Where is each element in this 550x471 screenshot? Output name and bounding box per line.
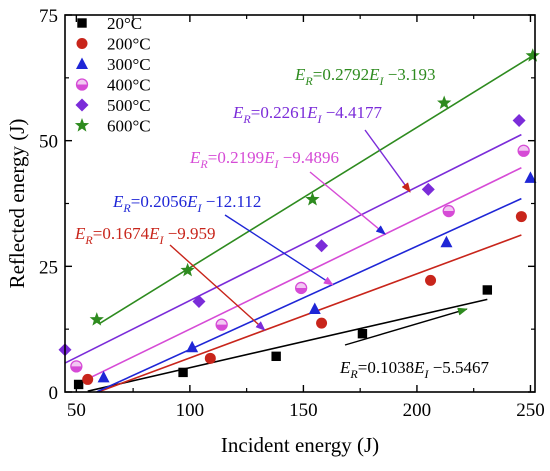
data-point bbox=[89, 312, 104, 326]
x-tick-label: 250 bbox=[516, 400, 545, 421]
fit-line-400°C bbox=[76, 167, 522, 386]
data-point bbox=[305, 191, 320, 206]
data-point bbox=[515, 211, 527, 223]
data-point bbox=[524, 171, 537, 183]
x-axis-label: Incident energy (J) bbox=[221, 433, 379, 457]
y-tick-label: 50 bbox=[39, 132, 58, 153]
legend-marker bbox=[75, 98, 89, 112]
data-point bbox=[73, 379, 84, 390]
data-point bbox=[97, 370, 110, 383]
y-tick-label: 75 bbox=[39, 6, 58, 27]
data-point bbox=[315, 239, 329, 253]
data-point bbox=[215, 318, 228, 331]
fit-equation-400°C: ER=0.2199EI −9.4896 bbox=[189, 148, 339, 171]
data-point bbox=[421, 182, 435, 196]
fit-equation-20°C: ER=0.1038EI −5.5467 bbox=[339, 358, 490, 381]
legend-marker bbox=[76, 57, 88, 69]
legend-marker bbox=[75, 78, 89, 91]
data-points bbox=[58, 48, 540, 390]
annotation-arrow bbox=[309, 171, 386, 235]
data-point bbox=[437, 95, 452, 110]
data-point bbox=[178, 367, 188, 378]
data-point bbox=[357, 328, 368, 339]
data-point bbox=[425, 274, 437, 286]
legend-label: 600°C bbox=[107, 117, 151, 136]
data-point bbox=[271, 351, 281, 362]
fit-equation-200°C: ER=0.1674EI −9.959 bbox=[74, 224, 216, 247]
y-axis-label: Reflected energy (J) bbox=[5, 119, 29, 289]
data-point bbox=[316, 317, 328, 329]
legend-label: 500°C bbox=[107, 96, 151, 115]
fit-lines bbox=[64, 55, 534, 393]
data-point bbox=[192, 295, 206, 309]
fit-line-500°C bbox=[64, 133, 522, 364]
annotation-arrow bbox=[364, 129, 411, 193]
x-tick-label: 200 bbox=[403, 400, 432, 421]
legend-marker bbox=[77, 18, 87, 28]
fit-line-600°C bbox=[98, 55, 534, 325]
fit-equation-300°C: ER=0.2056EI −12.112 bbox=[112, 192, 261, 215]
fit-line-20°C bbox=[87, 298, 488, 392]
data-point bbox=[180, 262, 195, 277]
legend-label: 20°C bbox=[107, 14, 142, 33]
data-point bbox=[525, 48, 540, 62]
equation-annotations: ER=0.2792EI −3.193 ER=0.2261EI −4.4177 ER=… bbox=[74, 65, 490, 381]
fit-equation-500°C: ER=0.2261EI −4.4177 bbox=[232, 103, 383, 126]
legend-label: 200°C bbox=[107, 35, 151, 54]
data-point bbox=[204, 352, 216, 364]
data-point bbox=[442, 204, 455, 218]
annotation-arrow bbox=[169, 244, 266, 331]
data-point bbox=[186, 340, 199, 353]
axes: 50 100 150 200 250 0 25 50 75 bbox=[39, 6, 545, 421]
data-point bbox=[70, 360, 83, 373]
legend-label: 400°C bbox=[107, 76, 151, 95]
x-tick-label: 150 bbox=[289, 400, 318, 421]
data-point bbox=[82, 373, 94, 385]
x-tick-label: 100 bbox=[176, 400, 205, 421]
data-point bbox=[308, 302, 321, 315]
data-point bbox=[517, 144, 530, 157]
legend-label: 300°C bbox=[107, 55, 151, 74]
annotation-arrow bbox=[224, 214, 334, 286]
data-point bbox=[440, 235, 453, 248]
data-point bbox=[512, 114, 526, 128]
fit-equation-600°C: ER=0.2792EI −3.193 bbox=[294, 65, 436, 88]
data-point bbox=[294, 281, 308, 295]
fit-line-300°C bbox=[96, 197, 522, 393]
y-tick-label: 0 bbox=[49, 383, 59, 404]
legend-marker bbox=[76, 38, 88, 49]
annotation-arrow bbox=[344, 307, 468, 346]
legend-marker bbox=[74, 118, 90, 132]
y-tick-label: 25 bbox=[39, 257, 58, 278]
x-tick-label: 50 bbox=[67, 400, 86, 421]
data-point bbox=[482, 285, 493, 295]
